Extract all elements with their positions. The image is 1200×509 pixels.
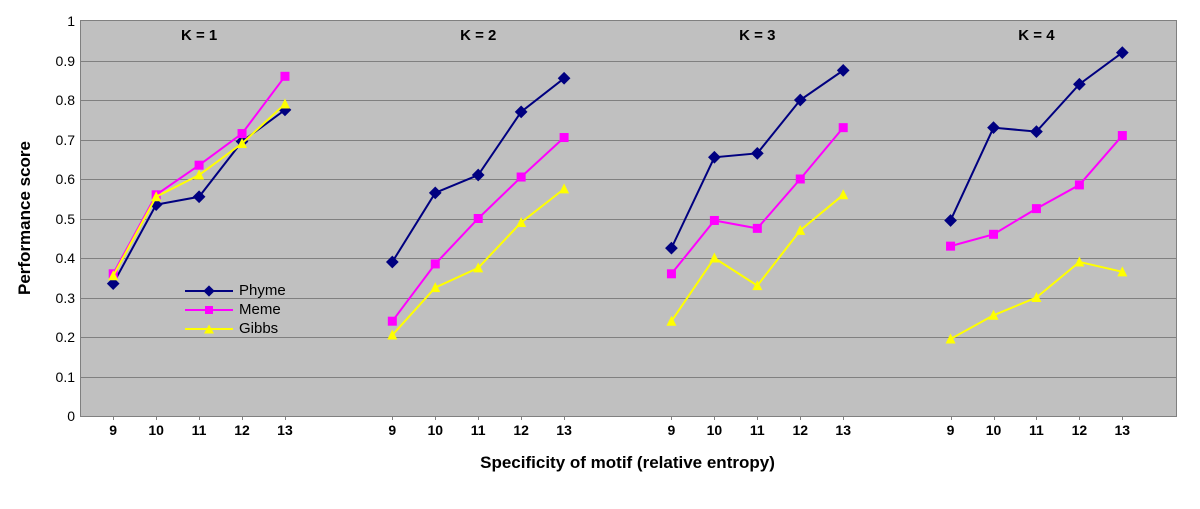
legend: Phyme Meme Gibbs [185,280,286,339]
performance-chart: 00.10.20.30.40.50.60.70.80.91910111213K … [10,10,1190,499]
legend-item-meme: Meme [185,301,286,318]
series-gibbs [81,21,1176,416]
ytick-label: 0.6 [56,171,75,187]
x-axis-label: Specificity of motif (relative entropy) [480,453,775,473]
y-axis-label: Performance score [15,140,35,294]
xtick-label: 9 [388,422,396,438]
xtick-label: 13 [835,422,851,438]
xtick-label: 12 [513,422,529,438]
ytick-label: 0.7 [56,132,75,148]
xtick-label: 13 [277,422,293,438]
xtick-label: 11 [192,422,207,438]
xtick-label: 11 [750,422,765,438]
ytick-label: 0.9 [56,53,75,69]
legend-label: Meme [239,301,281,318]
xtick-label: 10 [427,422,443,438]
xtick-label: 12 [1072,422,1088,438]
xtick-label: 13 [556,422,572,438]
ytick-label: 0 [67,408,75,424]
ytick-label: 0.2 [56,329,75,345]
legend-label: Gibbs [239,320,278,337]
ytick-label: 0.8 [56,92,75,108]
xtick-label: 12 [792,422,808,438]
xtick-label: 11 [471,422,486,438]
xtick-label: 10 [707,422,723,438]
legend-item-phyme: Phyme [185,282,286,299]
ytick-label: 0.5 [56,211,75,227]
xtick-label: 10 [148,422,164,438]
legend-item-gibbs: Gibbs [185,320,286,337]
xtick-label: 12 [234,422,250,438]
plot-area: 00.10.20.30.40.50.60.70.80.91910111213K … [80,20,1177,417]
ytick-label: 1 [67,13,75,29]
ytick-label: 0.3 [56,290,75,306]
xtick-label: 9 [668,422,676,438]
xtick-label: 9 [947,422,955,438]
ytick-label: 0.1 [56,369,75,385]
legend-label: Phyme [239,282,286,299]
xtick-label: 10 [986,422,1002,438]
xtick-label: 9 [109,422,117,438]
ytick-label: 0.4 [56,250,75,266]
xtick-label: 11 [1029,422,1044,438]
xtick-label: 13 [1115,422,1131,438]
